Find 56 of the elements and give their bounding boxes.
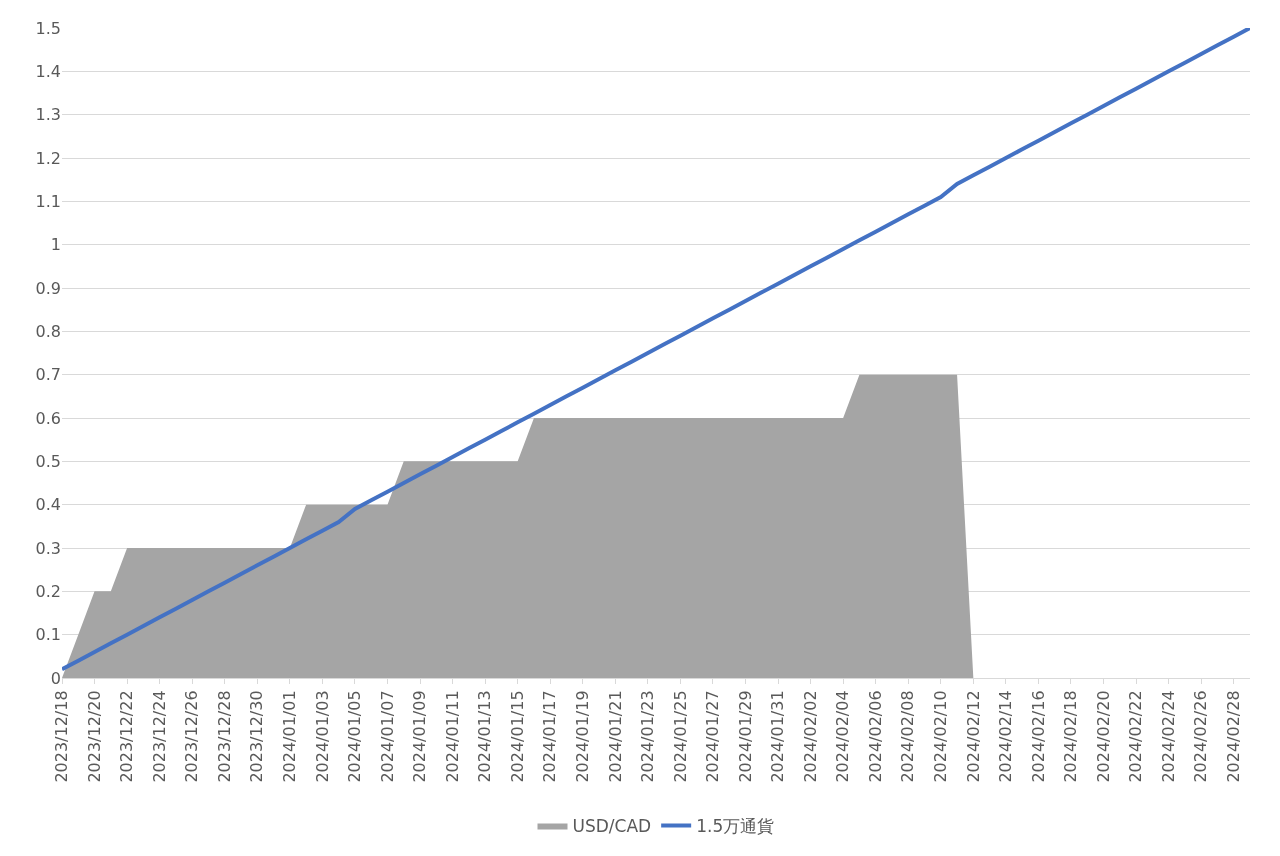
x-tick-label: 2024/01/05 [345,690,365,783]
y-tick-label: 0.1 [35,625,61,645]
x-tick-label: 2024/02/18 [1061,690,1081,783]
x-tick-label: 2024/02/02 [800,690,820,783]
y-tick-label: 0.2 [35,581,61,601]
x-tick-label: 2024/01/15 [507,690,527,783]
x-tick-label: 2024/02/22 [1126,690,1146,783]
y-tick-label: 1.1 [35,191,61,211]
x-tick-label: 2023/12/20 [84,690,104,783]
x-tick-label: 2023/12/24 [149,690,169,783]
y-tick-label: 0.6 [35,408,61,428]
x-tick-label: 2024/02/10 [930,690,950,783]
x-tick-label: 2024/01/29 [735,690,755,783]
x-tick-label: 2024/02/06 [865,690,885,783]
x-tick-label: 2024/01/01 [280,690,300,783]
x-tick-label: 2024/01/11 [442,690,462,783]
y-tick-label: 1 [50,235,61,255]
x-tick-label: 2023/12/28 [214,690,234,783]
legend-label: USD/CAD [572,816,652,837]
y-tick-label: 0.3 [35,538,61,558]
y-tick-label: 0 [50,668,61,688]
x-tick-label: 2024/01/23 [638,690,658,783]
x-tick-label: 2023/12/18 [52,690,72,783]
x-tick-label: 2024/01/09 [410,690,430,783]
x-tick-label: 2024/02/28 [1223,690,1243,783]
x-tick-label: 2024/02/14 [996,690,1016,783]
x-tick-label: 2024/02/04 [833,690,853,783]
x-tick-label: 2024/01/31 [768,690,788,783]
x-tick-label: 2024/02/12 [963,690,983,783]
x-tick-label: 2024/02/20 [1093,690,1113,783]
y-tick-label: 0.5 [35,451,61,471]
y-tick-label: 0.4 [35,495,61,515]
legend-label: 1.5万通貨 [696,816,775,837]
x-tick-label: 2024/01/25 [670,690,690,783]
x-tick-label: 2024/01/19 [572,690,592,783]
x-tick-label: 2024/01/13 [475,690,495,783]
y-tick-label: 1.5 [35,18,61,38]
x-tick-label: 2024/01/21 [605,690,625,783]
x-tick-label: 2023/12/22 [117,690,137,783]
y-tick-label: 1.2 [35,148,61,168]
y-tick-label: 0.9 [35,278,61,298]
x-tick-label: 2024/01/03 [312,690,332,783]
y-tick-label: 0.8 [35,321,61,341]
x-tick-label: 2024/02/08 [898,690,918,783]
y-tick-label: 1.4 [35,61,61,81]
x-tick-label: 2024/01/27 [703,690,723,783]
x-tick-label: 2023/12/30 [247,690,267,783]
x-tick-label: 2024/01/17 [540,690,560,783]
x-tick-label: 2024/02/16 [1028,690,1048,783]
x-tick-label: 2024/02/24 [1158,690,1178,783]
x-tick-label: 2023/12/26 [182,690,202,783]
y-tick-label: 1.3 [35,105,61,125]
x-tick-label: 2024/02/26 [1191,690,1211,783]
x-tick-label: 2024/01/07 [377,690,397,783]
line-series [62,28,1250,672]
y-tick-label: 0.7 [35,365,61,385]
